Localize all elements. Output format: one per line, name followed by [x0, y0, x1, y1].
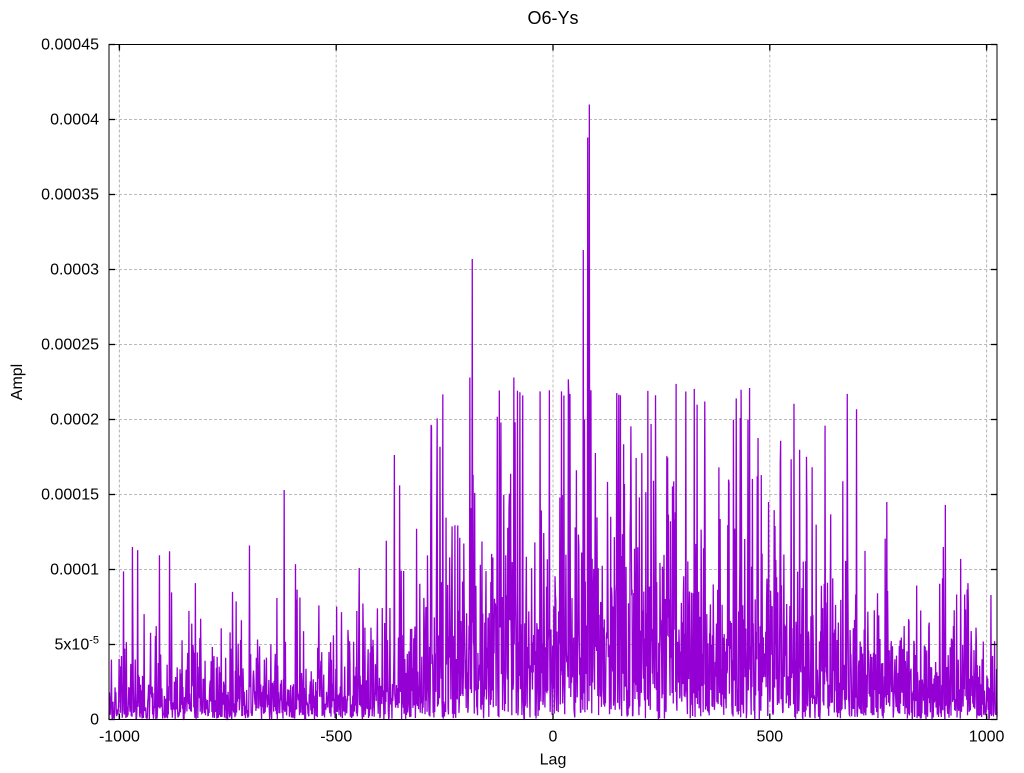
svg-text:-1000: -1000	[99, 729, 140, 746]
svg-text:1000: 1000	[969, 729, 1005, 746]
svg-text:0: 0	[90, 712, 99, 729]
svg-text:O6-Ys: O6-Ys	[527, 8, 578, 28]
svg-text:-500: -500	[320, 729, 352, 746]
svg-text:0.0004: 0.0004	[50, 112, 99, 129]
svg-text:500: 500	[756, 729, 783, 746]
svg-text:0: 0	[549, 729, 558, 746]
svg-text:0.00015: 0.00015	[41, 487, 99, 504]
svg-text:Lag: Lag	[540, 752, 567, 769]
svg-text:0.00045: 0.00045	[41, 37, 99, 54]
svg-text:Ampl: Ampl	[9, 364, 26, 400]
svg-text:0.0001: 0.0001	[50, 562, 99, 579]
svg-text:0.0002: 0.0002	[50, 412, 99, 429]
svg-text:0.00035: 0.00035	[41, 187, 99, 204]
svg-text:0.00025: 0.00025	[41, 337, 99, 354]
svg-text:0.0003: 0.0003	[50, 262, 99, 279]
